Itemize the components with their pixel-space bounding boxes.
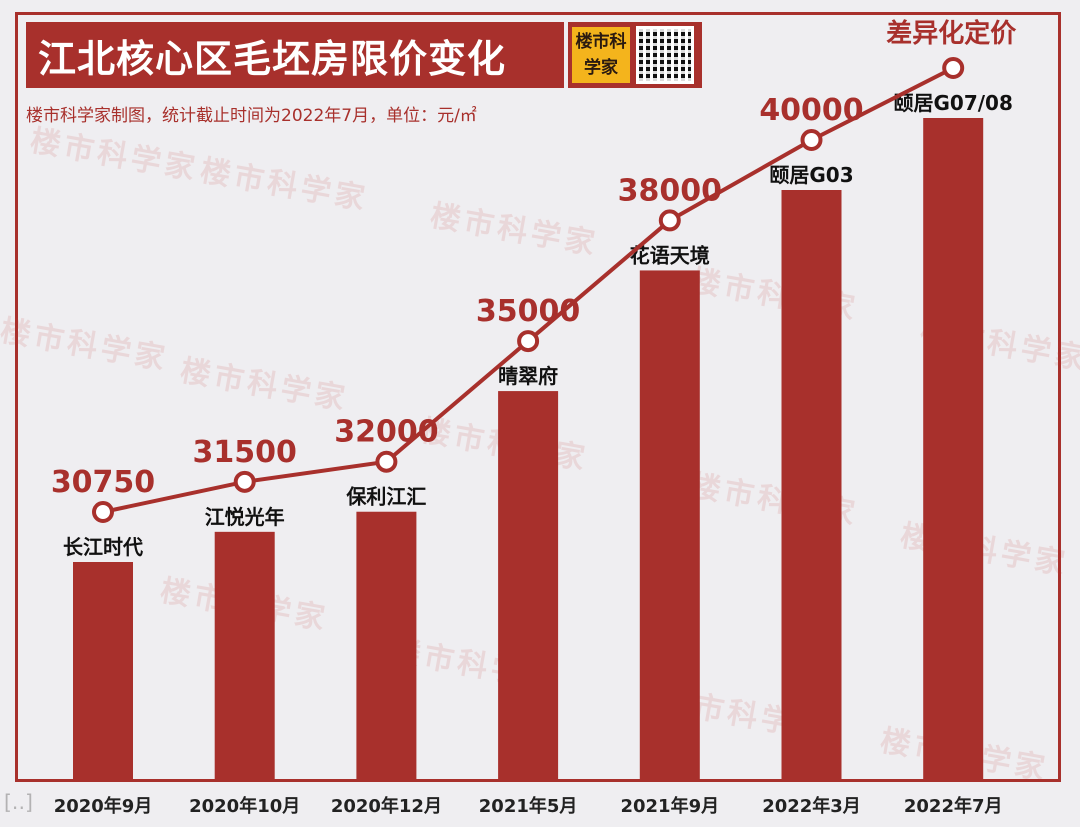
project-label: 花语天境 <box>630 243 710 267</box>
data-label: 38000 <box>618 173 722 208</box>
bar <box>498 391 559 782</box>
qr-code-icon <box>636 26 694 84</box>
bar <box>781 190 842 782</box>
x-tick-label: 2022年7月 <box>904 795 1003 817</box>
data-point <box>233 470 256 493</box>
x-tick-label: 2020年12月 <box>331 795 442 817</box>
bar <box>214 531 275 782</box>
bar <box>356 511 417 782</box>
x-tick-label: 2021年5月 <box>479 795 578 817</box>
data-point <box>800 129 823 151</box>
data-point <box>517 330 540 353</box>
data-label: 32000 <box>334 415 438 450</box>
data-label: 差异化定价 <box>886 18 1017 49</box>
bar <box>923 118 984 782</box>
corner-mark: [‥] <box>4 790 33 814</box>
project-label: 长江时代 <box>63 535 143 559</box>
project-label: 颐居G07/08 <box>894 91 1013 115</box>
data-point <box>375 450 398 473</box>
data-label: 31500 <box>193 435 297 470</box>
data-point <box>658 209 681 232</box>
chart-title: 江北核心区毛坯房限价变化 <box>26 22 564 88</box>
bar <box>73 562 133 782</box>
bar <box>639 270 700 782</box>
x-tick-label: 2020年9月 <box>54 795 153 817</box>
project-label: 晴翠府 <box>498 364 558 388</box>
x-tick-label: 2022年3月 <box>762 795 861 817</box>
x-tick-label: 2020年10月 <box>189 795 300 817</box>
brand-logo-text: 楼市科学家 <box>572 27 630 83</box>
data-label: 30750 <box>51 465 155 500</box>
data-point <box>92 501 114 523</box>
project-label: 江悦光年 <box>205 505 285 529</box>
data-point <box>942 57 965 79</box>
project-label: 颐居G03 <box>769 163 853 187</box>
data-label: 35000 <box>476 294 580 329</box>
data-label: 40000 <box>759 93 863 128</box>
brand-logo: 楼市科学家 <box>568 22 702 88</box>
project-label: 保利江汇 <box>345 485 426 509</box>
chart-subtitle: 楼市科学家制图，统计截止时间为2022年7月，单位：元/㎡ <box>26 106 477 126</box>
x-tick-label: 2021年9月 <box>620 795 719 817</box>
